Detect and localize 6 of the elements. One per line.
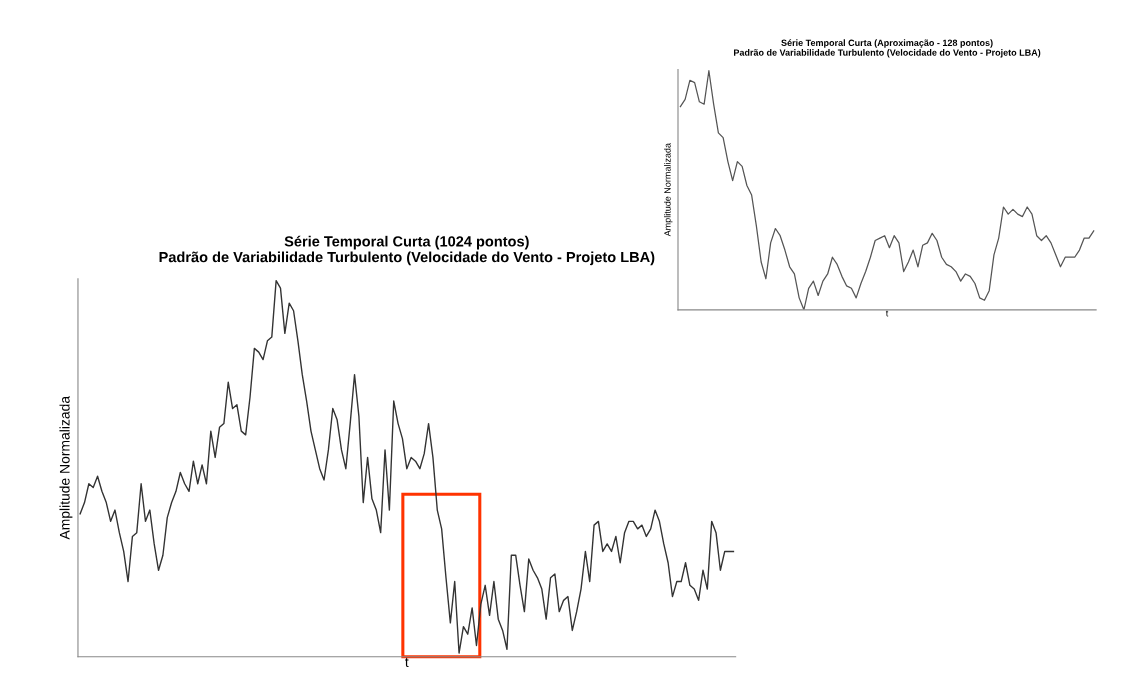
chart-title: Série Temporal Curta (Aproximação - 128 pontos) Padrão de Variabilidade Turbulento (Velocidade do Vento - Projeto LBA) bbox=[734, 39, 1041, 58]
y-axis-title: Amplitude Normalizada bbox=[59, 395, 73, 540]
x-axis-title: t bbox=[405, 657, 409, 667]
chart-title: Série Temporal Curta (1024 pontos) Padrão de Variabilidade Turbulento (Velocidade do Vento - Projeto LBA) bbox=[159, 235, 655, 266]
y-axis-title: Amplitude Normalizada bbox=[664, 143, 673, 237]
x-axis-title: t bbox=[885, 310, 889, 317]
